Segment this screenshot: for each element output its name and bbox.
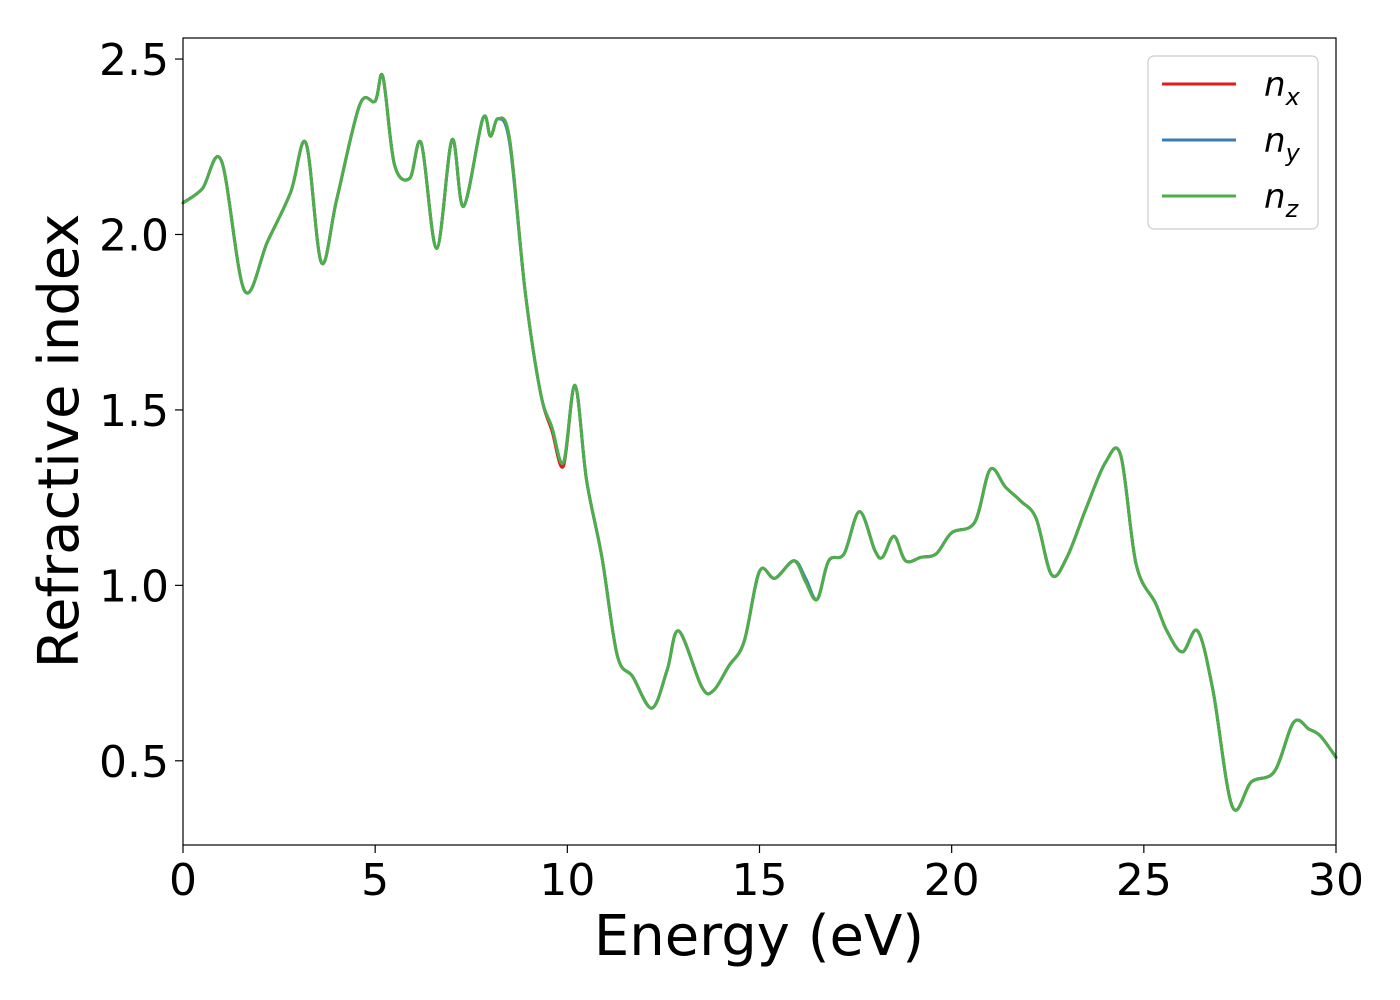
y-tick-label: 1.5	[99, 386, 169, 437]
y-tick-label: 2.5	[99, 35, 169, 86]
y-tick-label: 2.0	[99, 210, 169, 261]
y-tick-label: 1.0	[99, 561, 169, 612]
series-layer	[181, 72, 1338, 812]
legend-label-z: nz	[1264, 177, 1300, 223]
x-axis-title: Energy (eV)	[594, 904, 924, 969]
x-tick-label: 25	[1116, 855, 1172, 906]
x-tick-label: 0	[169, 855, 197, 906]
y-axis-ticks: 0.5 1.0 1.5 2.0 2.5	[99, 35, 183, 788]
y-axis-title: Refractive index	[27, 214, 92, 669]
legend-entries: nx ny nz	[1162, 65, 1301, 223]
series-line-z	[181, 72, 1338, 812]
x-tick-label: 5	[361, 855, 389, 906]
x-tick-label: 30	[1308, 855, 1364, 906]
legend: nx ny nz	[1147, 55, 1319, 230]
legend-box	[1147, 55, 1319, 230]
legend-label-y: ny	[1264, 121, 1301, 167]
y-tick-label: 0.5	[99, 737, 169, 788]
x-axis-ticks: 0 5 10 15 20 25 30	[169, 845, 1364, 906]
x-tick-label: 10	[539, 855, 595, 906]
x-tick-label: 20	[924, 855, 980, 906]
x-tick-label: 15	[732, 855, 788, 906]
legend-label-x: nx	[1264, 65, 1301, 111]
